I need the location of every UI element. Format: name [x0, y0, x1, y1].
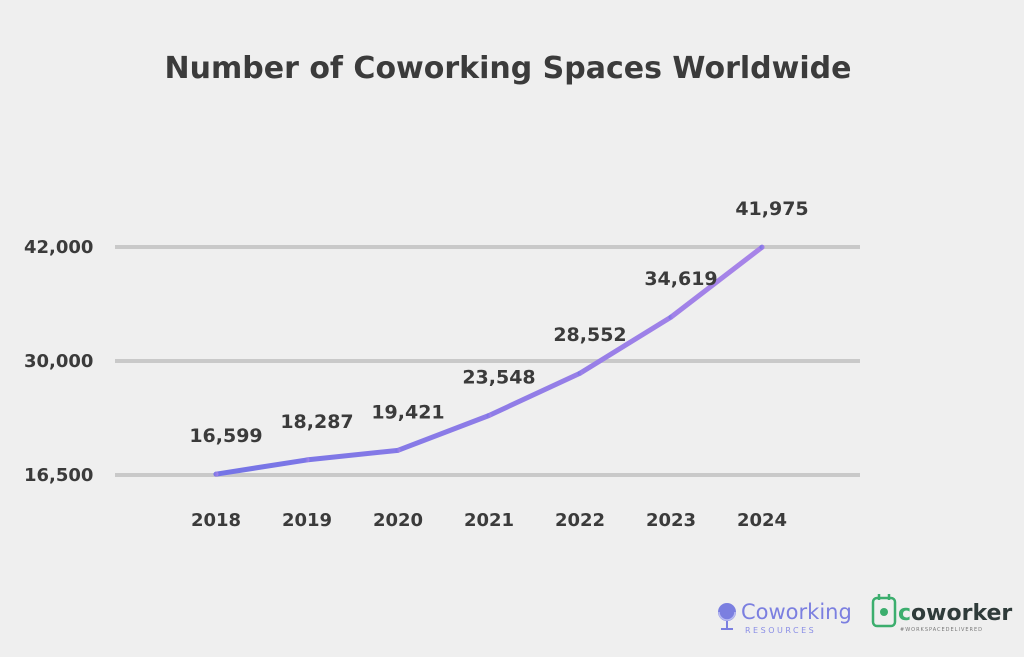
- data-point: [759, 244, 765, 250]
- data-point: [304, 457, 310, 463]
- data-point: [395, 447, 401, 453]
- coworker-logo: coworker #WORKSPACEDELIVERED: [871, 594, 1012, 633]
- coworking-resources-logo: Coworking RESOURCES: [718, 600, 852, 635]
- data-label: 41,975: [735, 198, 808, 220]
- x-tick-label: 2023: [646, 510, 696, 531]
- y-tick-label: 16,500: [24, 465, 93, 486]
- x-tick-label: 2020: [373, 510, 423, 531]
- x-tick-label: 2019: [282, 510, 332, 531]
- x-tick-label: 2024: [737, 510, 787, 531]
- y-tick-label: 30,000: [24, 351, 93, 372]
- logo2-sub: #WORKSPACEDELIVERED: [900, 627, 983, 633]
- logo1-sub: RESOURCES: [745, 626, 816, 635]
- data-label-layer: 16,599 18,287 19,421 23,548 28,552 34,619 41,9…: [189, 198, 809, 477]
- plug-pin-icon: [871, 594, 897, 628]
- logo1-name: Coworking: [741, 600, 852, 624]
- globe-icon: [718, 603, 736, 630]
- data-label: 34,619: [644, 268, 717, 290]
- data-label: 16,599: [189, 425, 262, 447]
- y-axis-ticks: 16,500 30,000 42,000: [24, 237, 93, 486]
- data-point: [213, 471, 219, 477]
- data-point: [577, 370, 583, 376]
- data-point: [486, 412, 492, 418]
- data-label: 19,421: [371, 401, 444, 423]
- x-tick-label: 2021: [464, 510, 514, 531]
- data-label: 23,548: [462, 366, 535, 388]
- x-tick-label: 2022: [555, 510, 605, 531]
- grid-layer: [115, 245, 860, 477]
- data-point: [668, 314, 674, 320]
- logo2-name: coworker: [898, 601, 1012, 626]
- data-label: 28,552: [553, 324, 626, 346]
- chart-title: Number of Coworking Spaces Worldwide: [165, 51, 852, 86]
- x-tick-label: 2018: [191, 510, 241, 531]
- y-tick-label: 42,000: [24, 237, 93, 258]
- x-axis-ticks: 2018 2019 2020 2021 2022 2023 2024: [191, 510, 787, 531]
- data-label: 18,287: [280, 411, 353, 433]
